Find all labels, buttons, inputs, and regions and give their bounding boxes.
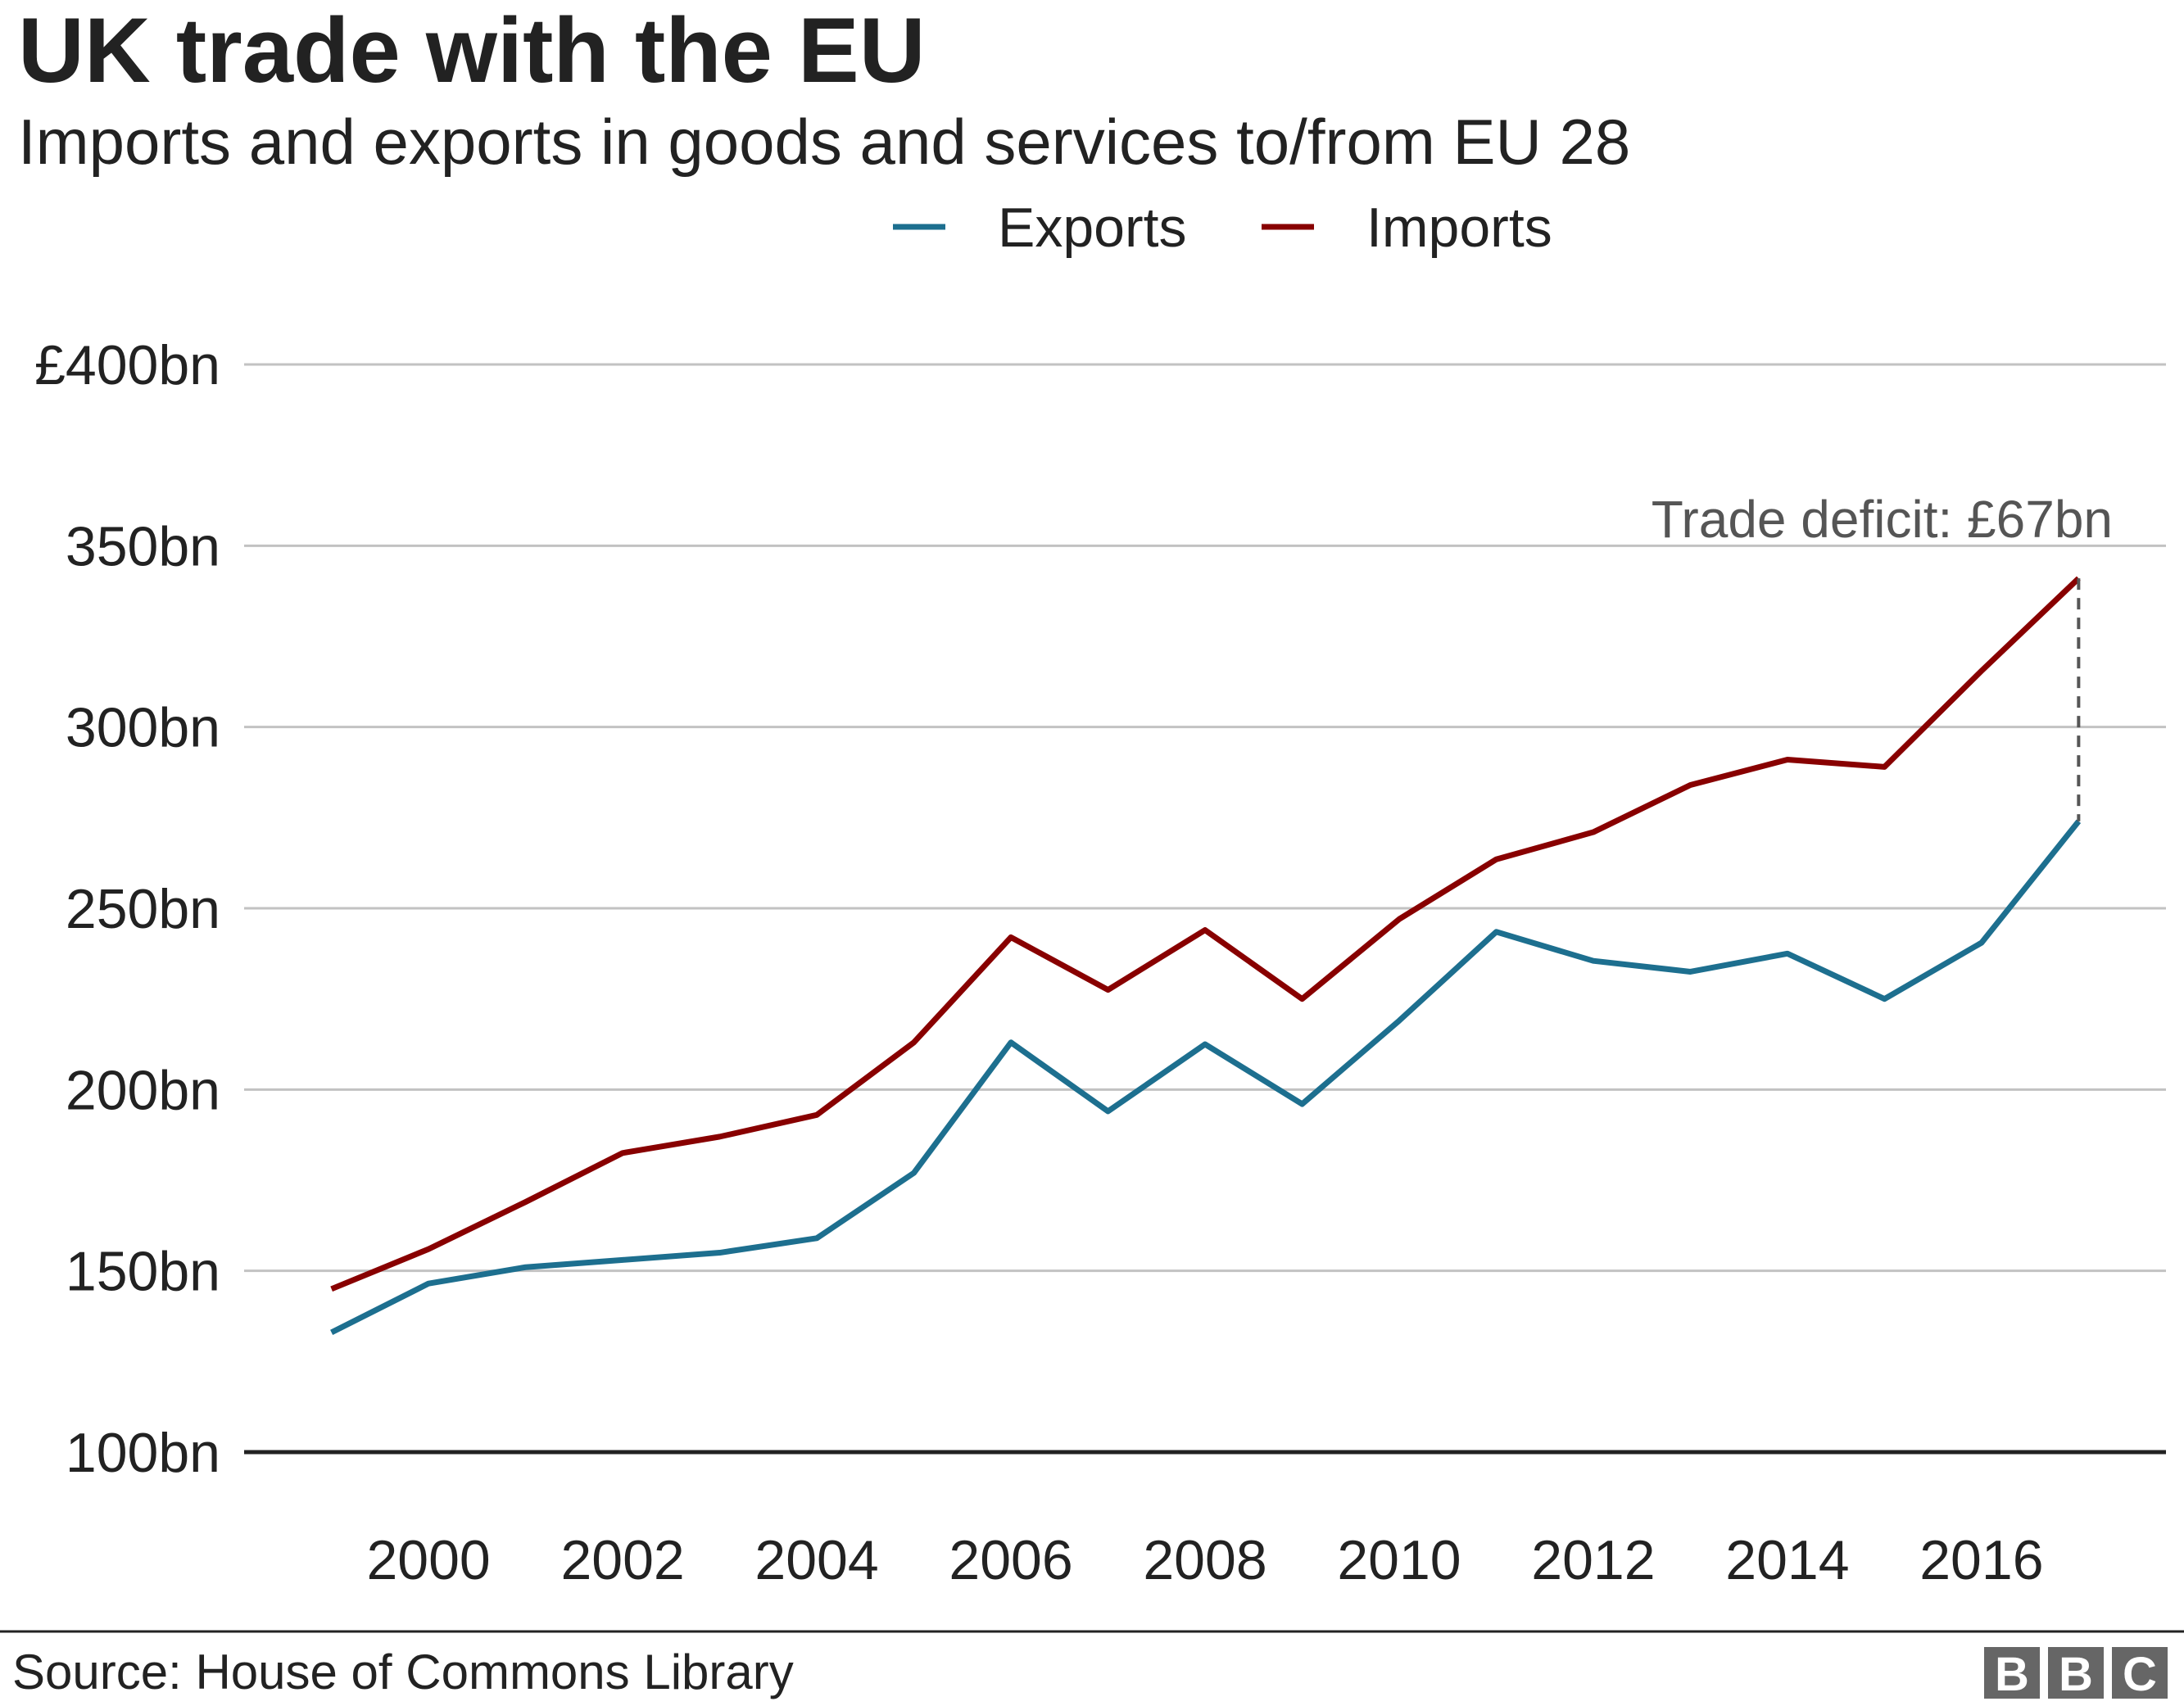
annotation: Trade deficit: £67bn <box>1652 490 2113 549</box>
series-line <box>330 819 2082 1336</box>
logo-box <box>2112 1647 2168 1699</box>
x-tick-label: 2002 <box>560 1529 684 1591</box>
x-tick-label: 2012 <box>1531 1529 1655 1591</box>
logo-letter: B <box>1995 1648 2029 1701</box>
x-tick-label: 2006 <box>949 1529 1072 1591</box>
y-tick-label: 100bn <box>66 1422 220 1484</box>
x-tick-label: 2010 <box>1337 1529 1461 1591</box>
legend-label: Exports <box>998 197 1187 259</box>
logo-box <box>2048 1647 2104 1699</box>
legend-label: Imports <box>1366 197 1552 259</box>
x-tick-label: 2000 <box>366 1529 490 1591</box>
y-tick-label: 150bn <box>66 1241 220 1303</box>
series-line <box>330 576 2081 1292</box>
x-tick-label: 2016 <box>1919 1529 2043 1591</box>
logo-box <box>1984 1647 2040 1699</box>
x-tick-label: 2014 <box>1725 1529 1849 1591</box>
y-tick-label: 200bn <box>66 1059 220 1121</box>
y-tick-label: £400bn <box>34 334 220 396</box>
source: Source: House of Commons Library <box>12 1645 794 1699</box>
logo-letter: C <box>2123 1648 2157 1701</box>
logo-letter: B <box>2059 1648 2093 1701</box>
chart-title: UK trade with the EU <box>18 0 926 102</box>
chart-subtitle: Imports and exports in goods and service… <box>18 106 1630 178</box>
y-tick-label: 250bn <box>66 878 220 940</box>
y-tick-label: 300bn <box>66 697 220 759</box>
x-tick-label: 2004 <box>754 1529 878 1591</box>
y-tick-label: 350bn <box>66 515 220 577</box>
x-tick-label: 2008 <box>1143 1529 1266 1591</box>
